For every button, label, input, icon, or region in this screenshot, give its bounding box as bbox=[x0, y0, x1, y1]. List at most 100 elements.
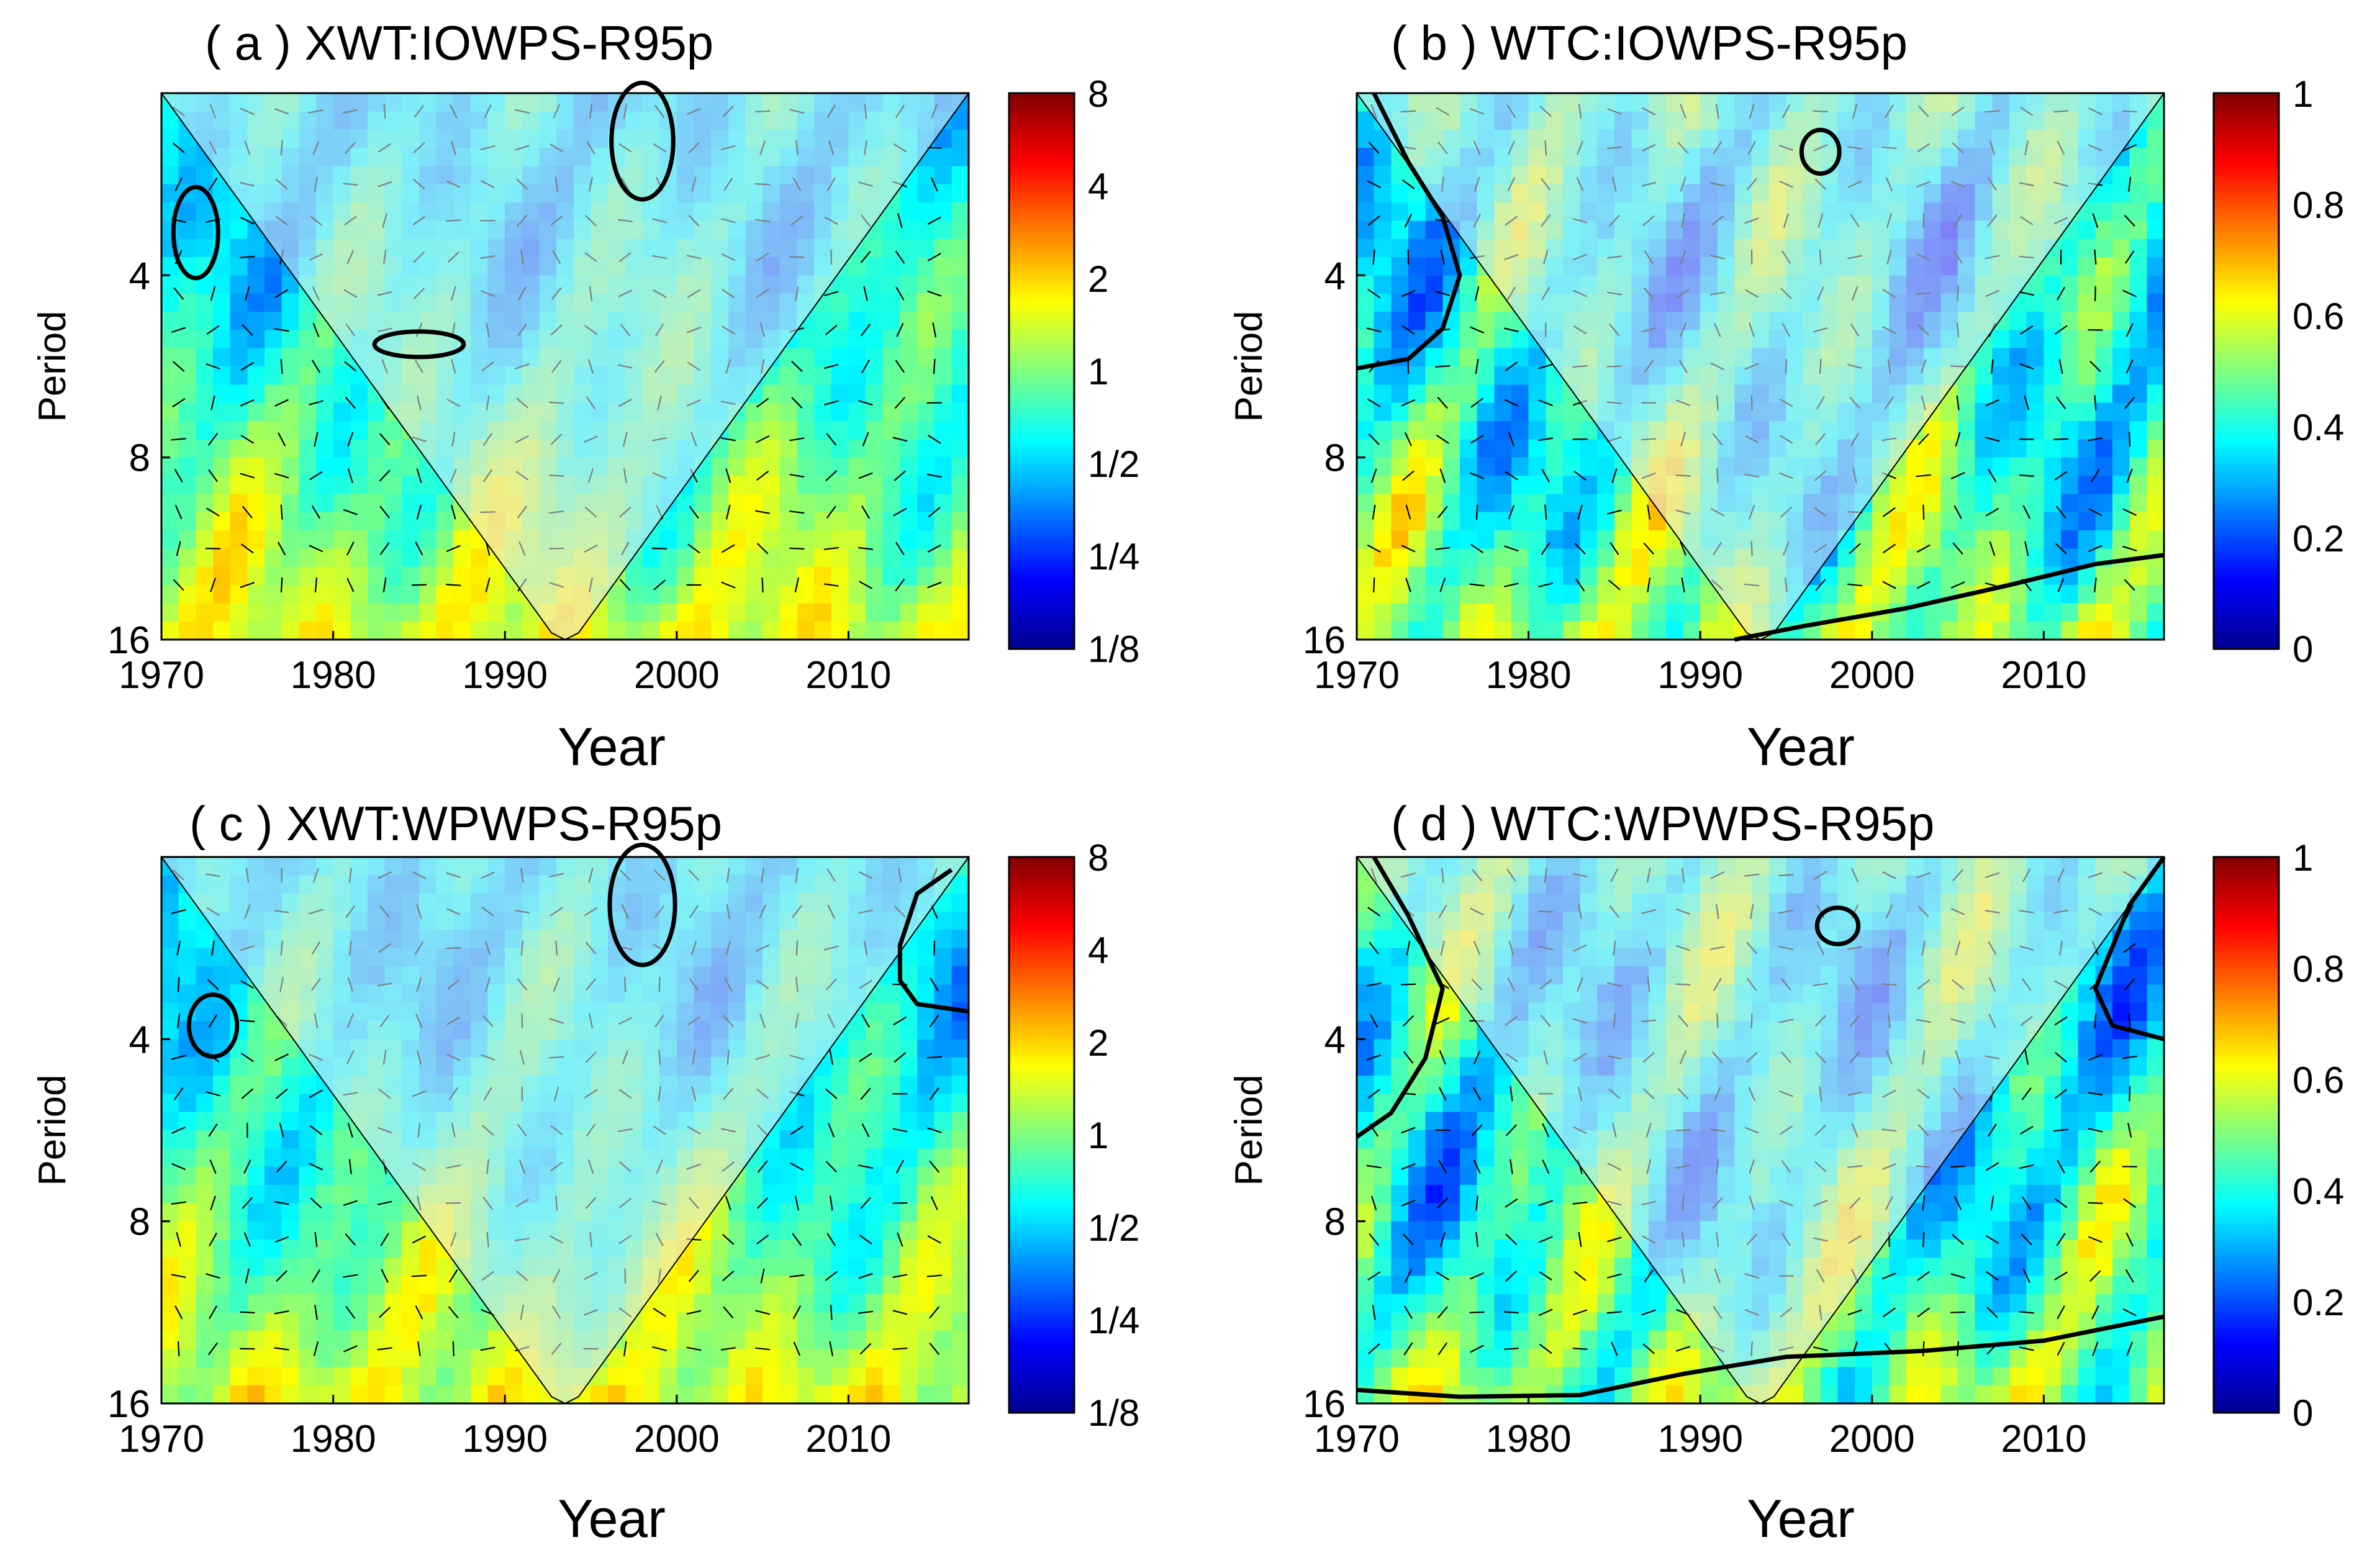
heatmap-cell bbox=[299, 603, 317, 622]
heatmap-cell bbox=[333, 566, 351, 586]
heatmap-cell bbox=[247, 1294, 265, 1313]
heatmap-cell bbox=[178, 1076, 196, 1094]
heatmap-cell bbox=[1992, 603, 2010, 622]
heatmap-cell bbox=[848, 512, 866, 531]
heatmap-cell bbox=[178, 1367, 196, 1386]
heatmap-cell bbox=[1528, 457, 1546, 476]
heatmap-cell bbox=[1357, 238, 1375, 258]
heatmap-cell bbox=[934, 220, 952, 240]
heatmap-cell bbox=[1906, 512, 1924, 531]
heatmap-cell bbox=[831, 1276, 849, 1295]
heatmap-cell bbox=[213, 494, 231, 513]
heatmap-cell bbox=[350, 530, 368, 549]
heatmap-cell bbox=[2112, 421, 2130, 440]
heatmap-cell bbox=[882, 1239, 900, 1258]
heatmap-cell bbox=[2044, 275, 2062, 294]
heatmap-cell bbox=[1511, 421, 1529, 440]
heatmap-cell bbox=[2095, 585, 2113, 604]
heatmap-cell bbox=[1408, 384, 1426, 404]
heatmap-cell bbox=[659, 1349, 677, 1367]
heatmap-cell bbox=[161, 1002, 179, 1022]
heatmap-cell bbox=[1614, 512, 1632, 531]
heatmap-cell bbox=[797, 1385, 815, 1404]
heatmap-cell bbox=[265, 1221, 283, 1240]
heatmap-cell bbox=[2129, 621, 2147, 640]
heatmap-cell bbox=[900, 1021, 918, 1040]
heatmap-cell bbox=[230, 476, 248, 494]
heatmap-cell bbox=[934, 566, 952, 586]
heatmap-cell bbox=[522, 1385, 540, 1404]
heatmap-cell bbox=[350, 1349, 368, 1367]
heatmap-cell bbox=[247, 312, 265, 330]
heatmap-cell bbox=[797, 494, 815, 513]
colorbar-tick-label: 1/8 bbox=[1088, 628, 1139, 670]
heatmap-cell bbox=[2044, 621, 2062, 640]
heatmap-cell bbox=[247, 275, 265, 294]
heatmap-cell bbox=[591, 621, 609, 640]
panel-a: ( a ) XWT:IOWPS-R95p 1970 1980 1990 2000 201… bbox=[31, 16, 1139, 777]
heatmap-cell bbox=[2061, 439, 2079, 458]
heatmap-cell bbox=[917, 384, 935, 404]
heatmap-cell bbox=[1923, 494, 1942, 513]
heatmap-cell bbox=[1357, 166, 1375, 185]
heatmap-cell bbox=[1391, 384, 1409, 404]
heatmap-cell bbox=[230, 548, 248, 568]
heatmap-cell bbox=[265, 494, 283, 513]
heatmap-cell bbox=[848, 1130, 866, 1149]
heatmap-cell bbox=[1408, 293, 1426, 312]
heatmap-cell bbox=[797, 457, 815, 476]
heatmap-cell bbox=[350, 494, 368, 513]
heatmap-cell bbox=[676, 1367, 695, 1386]
heatmap-cell bbox=[315, 1148, 334, 1167]
heatmap-cell bbox=[625, 1367, 643, 1386]
heatmap-cell bbox=[230, 1276, 248, 1295]
heatmap-cell bbox=[900, 1276, 918, 1295]
phase-arrow bbox=[789, 547, 805, 550]
heatmap-cell bbox=[1425, 257, 1443, 276]
heatmap-cell bbox=[2129, 293, 2147, 312]
heatmap-cell bbox=[1580, 621, 1598, 640]
heatmap-cell bbox=[900, 275, 918, 294]
heatmap-cell bbox=[470, 1349, 489, 1367]
heatmap-cell bbox=[900, 293, 918, 312]
heatmap-cell bbox=[213, 366, 231, 385]
heatmap-cell bbox=[299, 366, 317, 385]
heatmap-cell bbox=[1460, 457, 1478, 476]
heatmap-cell bbox=[2147, 293, 2165, 312]
heatmap-cell bbox=[900, 202, 918, 221]
heatmap-cell bbox=[247, 384, 265, 404]
heatmap-cell bbox=[213, 603, 231, 622]
heatmap-cell bbox=[265, 1076, 283, 1094]
heatmap-cell bbox=[934, 1076, 952, 1094]
heatmap-cell bbox=[281, 1112, 299, 1131]
heatmap-cell bbox=[350, 621, 368, 640]
heatmap-cell bbox=[1374, 166, 1392, 185]
heatmap-cell bbox=[882, 1312, 900, 1331]
heatmap-cell bbox=[951, 238, 969, 258]
heatmap-cell bbox=[917, 984, 935, 1004]
heatmap-cell bbox=[1597, 512, 1615, 531]
heatmap-cell bbox=[1992, 494, 2010, 513]
heatmap-cell bbox=[247, 1166, 265, 1185]
heatmap-cell bbox=[2112, 530, 2130, 549]
heatmap-cell bbox=[882, 1367, 900, 1386]
heatmap-cell bbox=[951, 912, 969, 930]
heatmap-cell bbox=[934, 312, 952, 330]
heatmap-cell bbox=[814, 566, 832, 586]
heatmap-cell bbox=[178, 1221, 196, 1240]
heatmap-cell bbox=[2147, 257, 2165, 276]
heatmap-cell bbox=[1975, 457, 1993, 476]
heatmap-cell bbox=[1975, 366, 1993, 385]
heatmap-cell bbox=[299, 1294, 317, 1313]
phase-arrow bbox=[2129, 432, 2131, 447]
heatmap-cell bbox=[1923, 512, 1942, 531]
heatmap-cell bbox=[1700, 621, 1718, 640]
heatmap-cell bbox=[763, 603, 781, 622]
heatmap-cell bbox=[230, 1258, 248, 1277]
heatmap-cell bbox=[745, 1276, 763, 1295]
heatmap-cell bbox=[814, 330, 832, 349]
heatmap-cell bbox=[161, 1166, 179, 1185]
heatmap-cell bbox=[1460, 293, 1478, 312]
heatmap-cell bbox=[1374, 293, 1392, 312]
